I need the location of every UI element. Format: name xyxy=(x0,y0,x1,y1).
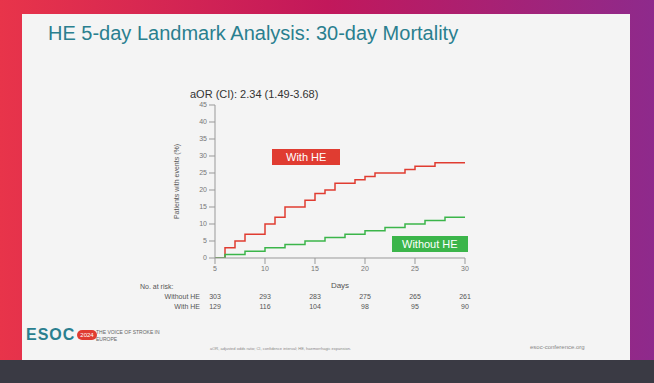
svg-text:45: 45 xyxy=(199,101,207,108)
svg-text:25: 25 xyxy=(199,169,207,176)
svg-text:10: 10 xyxy=(199,220,207,227)
svg-text:20: 20 xyxy=(199,186,207,193)
svg-text:15: 15 xyxy=(199,203,207,210)
html-text:283: 283 xyxy=(309,293,321,300)
html-text:Without HE: Without HE xyxy=(164,293,200,300)
html-text:HE 5-day Landmark Analysis: 30: HE 5-day Landmark Analysis: 30-day Morta… xyxy=(48,22,459,44)
html-text:275: 275 xyxy=(359,293,371,300)
html-text:With HE: With HE xyxy=(174,303,200,310)
svg-text:30: 30 xyxy=(199,152,207,159)
svg-text:0: 0 xyxy=(203,254,207,261)
html-text:293: 293 xyxy=(259,293,271,300)
html-text:With HE: With HE xyxy=(286,151,327,163)
svg-text:40: 40 xyxy=(199,118,207,125)
html-text:265: 265 xyxy=(409,293,421,300)
html-text:303: 303 xyxy=(209,293,221,300)
html-text:No. at risk:: No. at risk: xyxy=(140,283,174,290)
html-text:aOR (CI): 2.34 (1.49-3.68): aOR (CI): 2.34 (1.49-3.68) xyxy=(190,88,319,100)
html-text:aOR, adjusted odds ratio; CI,: aOR, adjusted odds ratio; CI, confidence… xyxy=(210,346,351,351)
svg-text:15: 15 xyxy=(311,265,319,272)
html-text:104: 104 xyxy=(309,303,321,310)
svg-text:5: 5 xyxy=(203,237,207,244)
svg-text:5: 5 xyxy=(213,265,217,272)
html-text:116: 116 xyxy=(259,303,271,310)
svg-text:35: 35 xyxy=(199,135,207,142)
html-text:esoc-conference.org: esoc-conference.org xyxy=(530,344,585,350)
html-text:ESOC: ESOC xyxy=(26,326,76,343)
html-text:Without HE: Without HE xyxy=(402,238,458,250)
html-text:98: 98 xyxy=(361,303,369,310)
svg-text:Days: Days xyxy=(331,281,349,290)
html-text:90: 90 xyxy=(461,303,469,310)
html-text:129: 129 xyxy=(209,303,221,310)
html-text:2024 THE VOICE OF STROKE IN EU: 2024 THE VOICE OF STROKE IN EUROPE xyxy=(80,329,160,342)
svg-text:10: 10 xyxy=(261,265,269,272)
svg-text:25: 25 xyxy=(411,265,419,272)
svg-text:20: 20 xyxy=(361,265,369,272)
html-text:261: 261 xyxy=(459,293,471,300)
svg-text:Patients with events (%): Patients with events (%) xyxy=(173,144,181,219)
html-text:95: 95 xyxy=(411,303,419,310)
svg-text:30: 30 xyxy=(461,265,469,272)
